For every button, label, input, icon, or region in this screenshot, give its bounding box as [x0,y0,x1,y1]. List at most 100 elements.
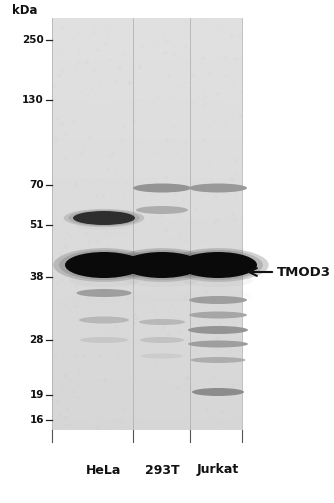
Bar [137,230,140,233]
Bar [52,94,242,98]
Bar [107,165,109,166]
Bar [54,85,57,88]
Bar [132,385,134,387]
Bar [103,119,105,121]
Bar [230,211,232,212]
Bar [183,296,186,299]
Text: 250: 250 [22,35,44,45]
Bar [52,410,242,414]
Bar [52,86,242,90]
Bar [52,414,242,418]
Bar [76,396,79,399]
Bar [191,373,193,374]
Bar [239,75,241,77]
Bar [206,407,209,410]
Bar [145,335,147,337]
Bar [200,208,204,211]
Bar [52,126,242,130]
Bar [52,406,242,410]
Bar [52,226,242,230]
Bar [87,161,90,163]
Bar [104,261,106,262]
Bar [162,34,164,36]
Bar [165,320,169,324]
Bar [144,124,146,126]
Bar [188,131,189,132]
Ellipse shape [65,252,143,278]
Bar [163,326,165,328]
Bar [203,103,207,106]
Bar [145,292,146,294]
Bar [235,205,236,206]
Bar [221,278,223,280]
Bar [52,138,242,142]
Bar [226,272,228,274]
Ellipse shape [76,223,132,230]
Bar [128,248,130,250]
Bar [132,121,135,124]
Bar [64,156,67,159]
Bar [52,122,242,126]
Ellipse shape [133,184,191,193]
Bar [71,299,73,301]
Bar [171,156,174,159]
Bar [60,213,61,214]
Bar [52,214,242,218]
Bar [114,169,117,173]
Bar [139,421,141,423]
Bar [213,120,214,122]
Bar [207,381,209,383]
Bar [216,338,220,341]
Bar [75,354,78,358]
Bar [153,118,155,121]
Bar [169,96,172,100]
Bar [55,291,59,295]
Bar [90,47,91,48]
Bar [236,157,240,160]
Bar [177,386,180,389]
Bar [78,372,80,375]
Bar [151,194,153,196]
Bar [108,408,110,409]
Bar [233,219,236,222]
Bar [77,81,80,84]
Bar [183,45,187,48]
Bar [184,82,185,84]
Bar [176,152,178,154]
Ellipse shape [140,337,184,343]
Bar [136,62,137,64]
Bar [228,350,231,354]
Bar [171,304,174,307]
Bar [113,359,116,362]
Bar [55,49,58,51]
Bar [52,322,242,326]
Bar [220,284,223,287]
Bar [151,307,154,311]
Bar [52,402,242,406]
Bar [172,118,173,119]
Bar [101,298,104,301]
Bar [52,338,242,342]
Bar [219,262,222,265]
Bar [52,106,242,110]
Bar [208,72,211,75]
Bar [75,187,77,189]
Bar [63,133,64,135]
Bar [124,181,127,184]
Bar [218,323,221,326]
Bar [198,96,200,98]
Bar [234,217,237,220]
Ellipse shape [136,206,188,214]
Bar [161,364,164,368]
Bar [72,81,73,83]
Bar [167,23,170,26]
Bar [133,321,137,325]
Bar [52,150,242,154]
Bar [52,318,242,322]
Bar [216,253,220,257]
Bar [173,375,176,377]
Bar [81,189,85,193]
Bar [172,126,174,128]
Ellipse shape [79,316,129,323]
Bar [52,326,242,330]
